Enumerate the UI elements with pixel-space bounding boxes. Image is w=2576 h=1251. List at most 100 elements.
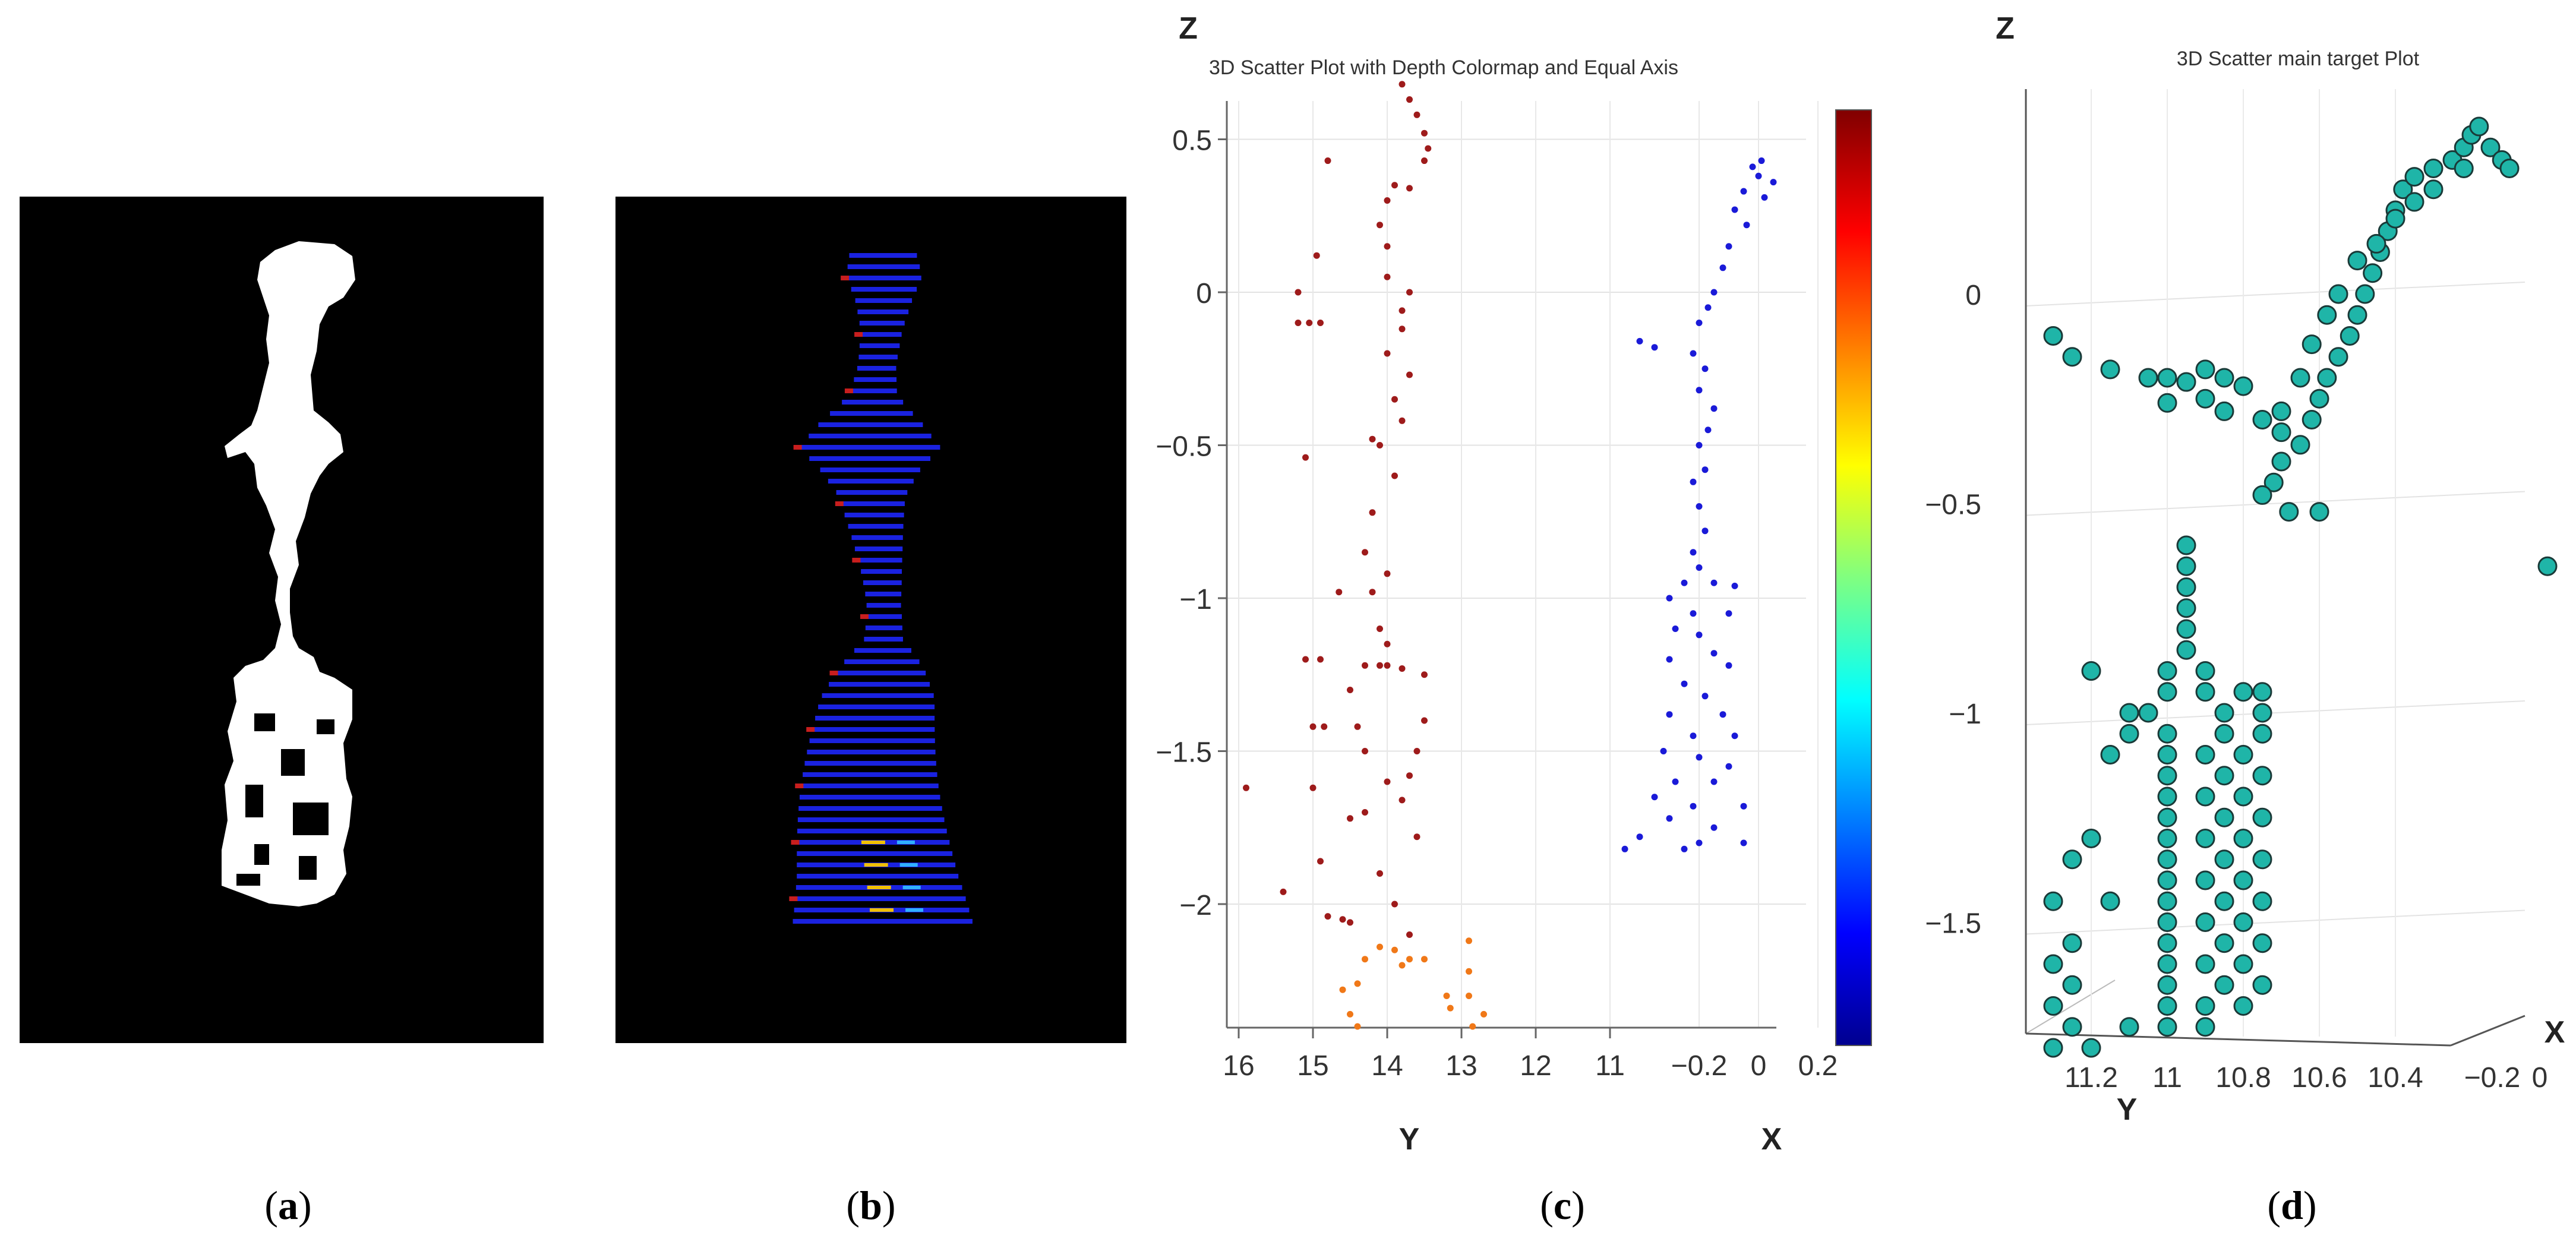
c-point (1354, 723, 1361, 730)
c-point (1701, 365, 1709, 372)
c-point (1421, 671, 1428, 678)
depth-stripe-accent (835, 501, 844, 506)
depth-stripe (854, 546, 903, 551)
depth-stripe (854, 377, 897, 382)
depth-stripe (858, 355, 898, 359)
c-point (1719, 711, 1726, 718)
c-y-tick-label: 16 (1223, 1050, 1254, 1082)
depth-stripe-accent (854, 332, 863, 337)
c-point (1696, 503, 1703, 510)
c-point (1690, 732, 1697, 740)
c-point (1696, 387, 1703, 394)
depth-stripe-accent (829, 671, 838, 675)
c-point (1406, 371, 1413, 378)
c-point (1306, 320, 1313, 326)
depth-stripe (822, 693, 934, 698)
c-point (1466, 968, 1472, 975)
depth-stripe-accent (864, 863, 888, 867)
c-point (1636, 833, 1643, 841)
c-z-tick-label: 0 (1196, 278, 1212, 309)
c-point (1391, 901, 1398, 908)
c-point (1690, 549, 1697, 556)
c-x-tick-label: 0 (1751, 1050, 1767, 1082)
depth-stripe (860, 332, 902, 337)
c-point (1701, 466, 1709, 473)
c-point (1391, 946, 1398, 953)
c-point (1758, 157, 1765, 165)
c-z-tick-label: −0.5 (1156, 431, 1212, 463)
depth-stripe (830, 411, 913, 416)
depth-stripe-accent (793, 445, 802, 450)
c-x-tick-label: −0.2 (1671, 1050, 1728, 1082)
c-point (1666, 595, 1673, 602)
depth-stripe (820, 467, 920, 472)
depth-stripe-accent (795, 784, 804, 788)
chart-c-colorbar (1835, 109, 1872, 1046)
depth-stripe (859, 321, 905, 326)
c-point (1302, 454, 1309, 461)
c-point (1690, 610, 1697, 617)
c-point (1391, 396, 1398, 403)
c-point (1347, 919, 1353, 926)
depth-stripe (859, 343, 900, 348)
depth-stripe (797, 851, 953, 856)
depth-stripe-accent (806, 727, 815, 732)
c-point (1421, 129, 1428, 137)
c-point (1377, 943, 1383, 950)
depth-stripe (798, 806, 942, 811)
depth-stripe-accent (860, 614, 869, 619)
c-point (1421, 157, 1428, 165)
c-z-tick-label: −1.5 (1156, 737, 1212, 769)
c-point (1743, 222, 1750, 229)
c-point (1710, 405, 1718, 412)
c-point (1770, 179, 1777, 186)
c-y-tick-label: 12 (1520, 1050, 1551, 1082)
c-y-tick-label: 13 (1445, 1050, 1477, 1082)
chart-c-xlabel: X (1761, 1122, 1782, 1157)
c-point (1324, 913, 1331, 920)
depth-stripe (865, 626, 902, 630)
c-point (1413, 111, 1420, 118)
c-point (1425, 145, 1432, 152)
depth-stripe (844, 513, 904, 517)
c-z-tick-label: −2 (1179, 890, 1212, 921)
c-point (1421, 956, 1428, 963)
panel-a-binary-mask (20, 197, 544, 1043)
caption-a: (a) (264, 1183, 312, 1228)
c-point (1731, 732, 1738, 740)
c-point (1354, 1023, 1361, 1030)
c-point (1690, 350, 1697, 357)
chart-c-grid (1227, 101, 1819, 1028)
c-point (1704, 427, 1712, 434)
c-point (1701, 527, 1709, 535)
c-point (1406, 956, 1413, 963)
caption-b: (b) (846, 1183, 896, 1228)
c-point (1384, 273, 1391, 280)
c-point (1710, 289, 1718, 296)
c-point (1295, 320, 1302, 326)
chart-c-title: 3D Scatter Plot with Depth Colormap and … (1209, 56, 1678, 79)
depth-stripe-accent (896, 841, 915, 844)
depth-stripe (793, 919, 973, 924)
c-point (1313, 252, 1320, 259)
c-y-tick-label: 15 (1297, 1050, 1328, 1082)
c-point (1696, 320, 1703, 326)
chart-c-axes: 0.5 0 −0.5 −1 −1.5 −2 16 15 14 13 12 11 −0.2 0 0.2 (1156, 101, 1838, 1082)
depth-stripe (865, 592, 902, 596)
depth-stripe (854, 648, 911, 653)
c-point (1324, 157, 1331, 165)
depth-stripe (857, 366, 896, 371)
c-point (1466, 993, 1472, 999)
depth-stripe (801, 784, 939, 788)
depth-stripe-accent (789, 896, 798, 901)
c-y-tick-label: 14 (1371, 1050, 1403, 1082)
c-point (1672, 626, 1679, 632)
c-point (1295, 289, 1302, 296)
depth-stripe (807, 750, 936, 754)
c-point (1347, 687, 1353, 693)
c-point (1719, 264, 1726, 271)
c-point (1384, 570, 1391, 577)
depth-stripe (815, 716, 935, 721)
c-point (1399, 962, 1406, 969)
c-point (1362, 809, 1368, 816)
